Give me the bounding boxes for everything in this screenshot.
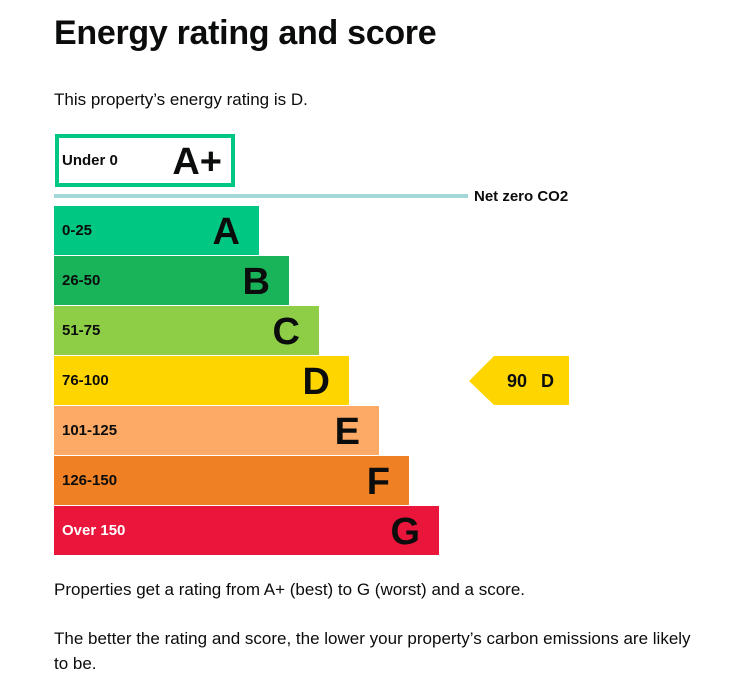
rating-explanation: Properties get a rating from A+ (best) t… [54, 580, 526, 599]
band-f-bar [54, 456, 409, 505]
band-e-letter: E [335, 411, 360, 453]
band-g-range: Over 150 [62, 522, 125, 539]
band-d-letter: D [303, 361, 330, 403]
band-f-letter: F [367, 461, 390, 503]
band-a-range: 0-25 [62, 222, 92, 239]
net-zero-label: Net zero CO2 [474, 188, 568, 205]
band-f-range: 126-150 [62, 472, 117, 489]
band-c-letter: C [273, 311, 300, 353]
band-a-bar [54, 206, 259, 255]
band-d-range: 76-100 [62, 372, 109, 389]
band-a-plus-box [55, 134, 235, 187]
band-a-letter: A [213, 211, 240, 253]
band-b-bar [54, 256, 289, 305]
band-b-letter: B [243, 261, 270, 303]
band-g-bar [54, 506, 439, 555]
band-a-plus-letter: A+ [172, 141, 222, 183]
band-d-bar [54, 356, 349, 405]
emissions-explanation: The better the rating and score, the low… [54, 629, 691, 673]
band-c-range: 51-75 [62, 322, 100, 339]
current-rating-pointer [469, 356, 569, 405]
band-e-bar [54, 406, 379, 455]
band-a-plus-range: Under 0 [62, 152, 118, 169]
current-score: 90 [507, 371, 527, 391]
band-e-range: 101-125 [62, 422, 117, 439]
band-c-bar [54, 306, 319, 355]
rating-intro: This property’s energy rating is D. [54, 90, 308, 109]
current-rating-letter: D [541, 371, 554, 391]
band-b-range: 26-50 [62, 272, 100, 289]
page-title: Energy rating and score [54, 14, 437, 52]
band-g-letter: G [390, 511, 420, 553]
